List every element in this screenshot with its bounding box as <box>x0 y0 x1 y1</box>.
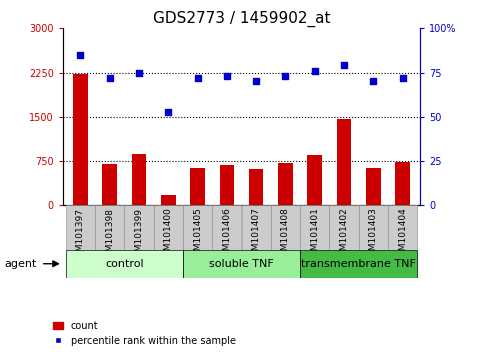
Bar <box>66 205 95 250</box>
Bar <box>329 205 359 250</box>
Text: control: control <box>105 259 143 269</box>
Bar <box>359 205 388 250</box>
Bar <box>220 165 234 205</box>
Text: GSM101404: GSM101404 <box>398 207 407 262</box>
Point <box>135 70 143 75</box>
Text: GSM101403: GSM101403 <box>369 207 378 262</box>
Bar <box>307 155 322 205</box>
Text: GSM101405: GSM101405 <box>193 207 202 262</box>
Text: soluble TNF: soluble TNF <box>209 259 274 269</box>
Bar <box>190 167 205 205</box>
Text: GSM101397: GSM101397 <box>76 207 85 263</box>
Point <box>76 52 84 58</box>
Bar <box>95 205 124 250</box>
Bar <box>212 205 242 250</box>
Bar <box>300 205 329 250</box>
Bar <box>271 205 300 250</box>
Point <box>369 79 377 84</box>
Text: GSM101407: GSM101407 <box>252 207 261 262</box>
Title: GDS2773 / 1459902_at: GDS2773 / 1459902_at <box>153 11 330 27</box>
Text: GSM101399: GSM101399 <box>134 207 143 263</box>
Bar <box>337 119 351 205</box>
Text: GSM101400: GSM101400 <box>164 207 173 262</box>
Bar <box>388 205 417 250</box>
Bar <box>73 74 88 205</box>
Text: GSM101402: GSM101402 <box>340 207 349 262</box>
Point <box>340 63 348 68</box>
Bar <box>366 167 381 205</box>
Bar <box>161 195 176 205</box>
Bar <box>242 205 271 250</box>
Text: GSM101398: GSM101398 <box>105 207 114 263</box>
Bar <box>183 250 300 278</box>
Point <box>194 75 201 81</box>
Point <box>223 73 231 79</box>
Bar <box>183 205 212 250</box>
Bar <box>102 164 117 205</box>
Point <box>252 79 260 84</box>
Legend: count, percentile rank within the sample: count, percentile rank within the sample <box>53 321 236 346</box>
Text: GSM101406: GSM101406 <box>222 207 231 262</box>
Text: agent: agent <box>5 259 37 269</box>
Bar <box>124 205 154 250</box>
Bar <box>278 164 293 205</box>
Text: transmembrane TNF: transmembrane TNF <box>301 259 416 269</box>
Bar <box>249 169 263 205</box>
Text: GSM101408: GSM101408 <box>281 207 290 262</box>
Point <box>106 75 114 81</box>
Point <box>282 73 289 79</box>
Bar <box>132 154 146 205</box>
Point <box>311 68 319 74</box>
Bar <box>300 250 417 278</box>
Text: GSM101401: GSM101401 <box>310 207 319 262</box>
Bar <box>395 162 410 205</box>
Bar <box>154 205 183 250</box>
Point <box>399 75 407 81</box>
Bar <box>66 250 183 278</box>
Point <box>164 109 172 114</box>
